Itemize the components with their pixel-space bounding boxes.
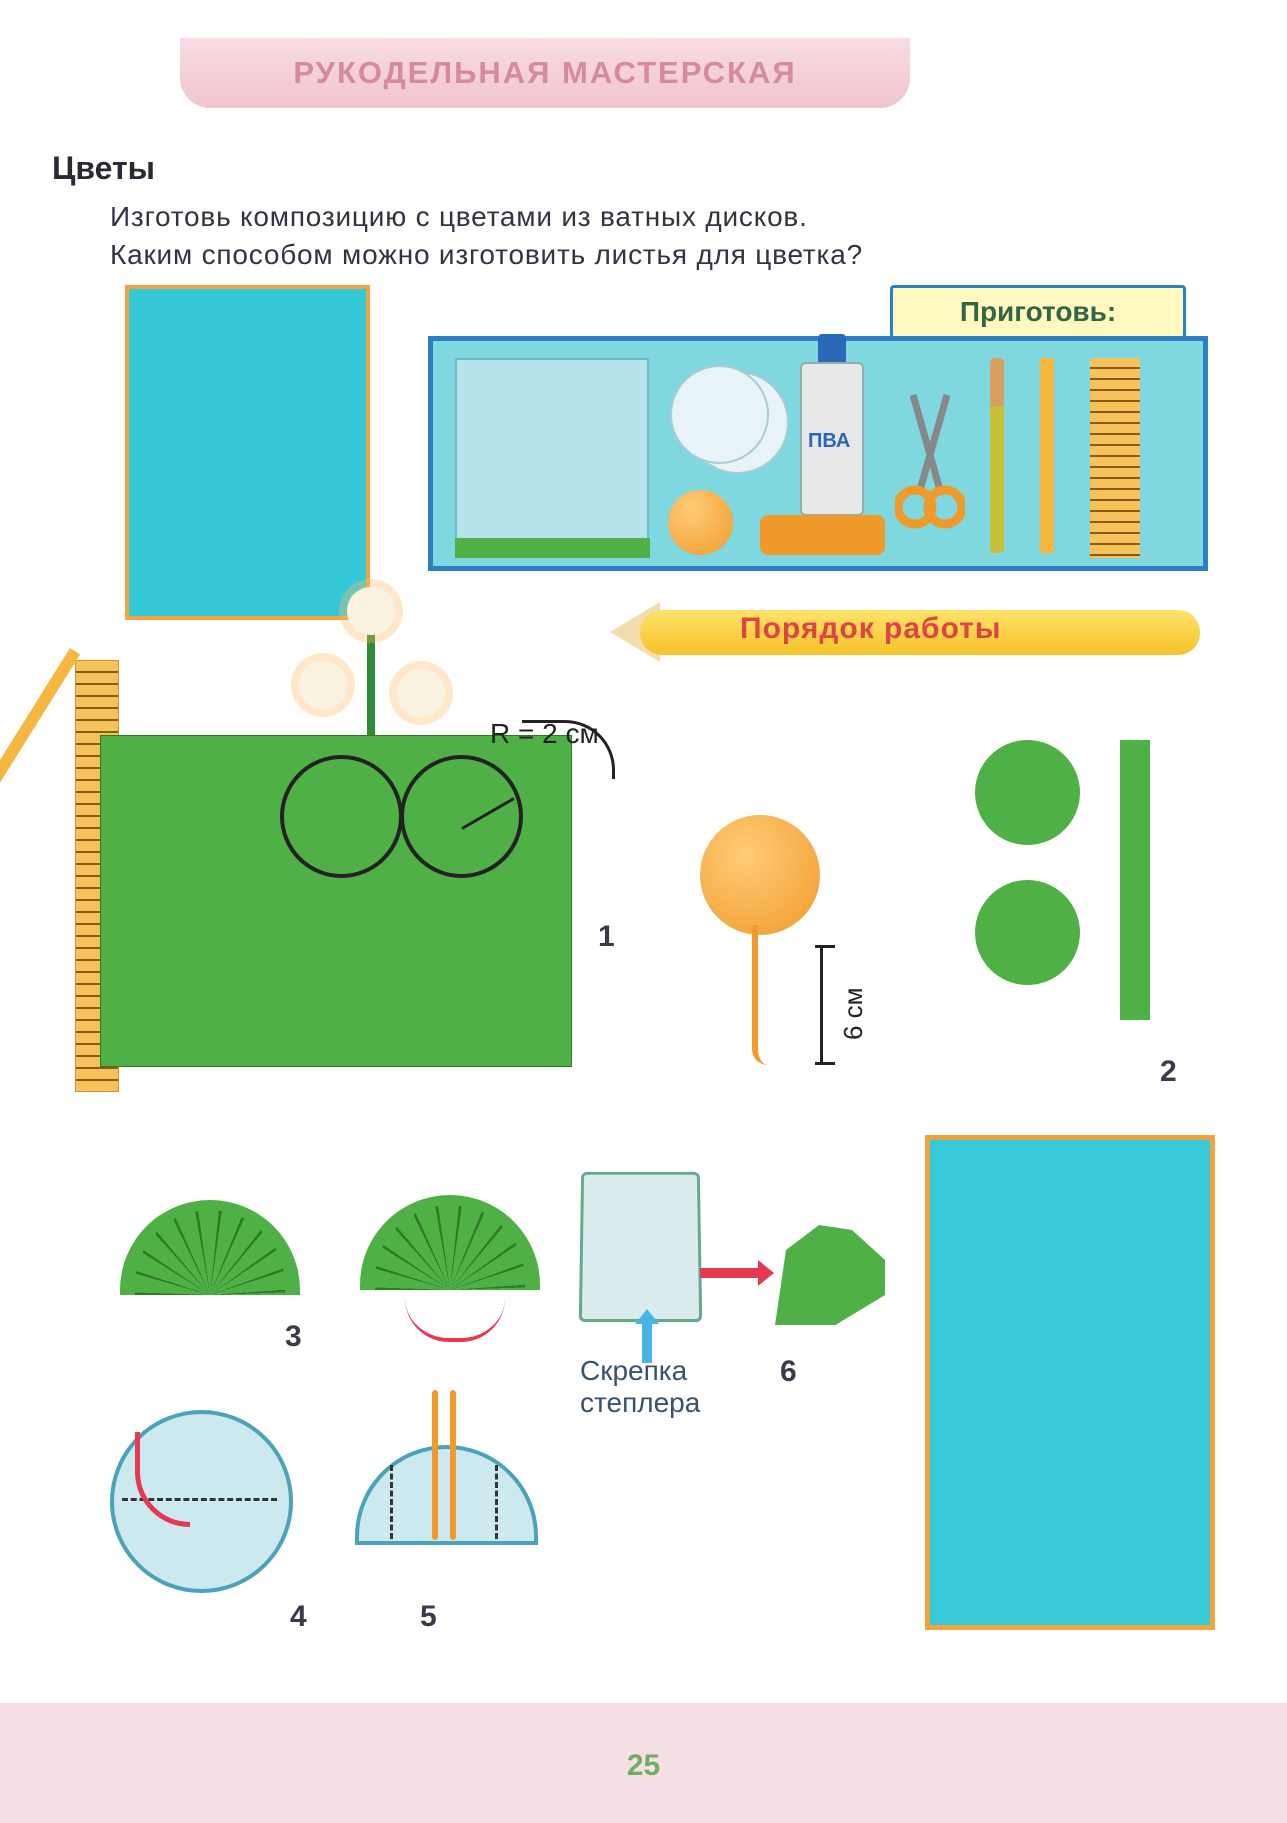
material-green-paper — [455, 538, 650, 558]
disc-inner-fold-left — [390, 1465, 393, 1539]
arrow-right-icon — [700, 1268, 760, 1278]
green-stem-strip — [1120, 740, 1150, 1020]
radius-label: R = 2 см — [490, 718, 599, 750]
thread-in-disc — [432, 1390, 456, 1540]
material-ruler — [1090, 358, 1140, 558]
fan-fold-lines — [375, 1205, 525, 1290]
stapled-disc-assembly — [579, 1172, 702, 1322]
stapler-caption-line-2: степлера — [580, 1387, 700, 1418]
step-number-4: 4 — [290, 1600, 307, 1634]
intro-text: Изготовь композицию с цветами из ватных … — [110, 198, 863, 274]
material-cotton-pads — [670, 365, 769, 464]
flower-bud — [347, 587, 395, 635]
work-order-label: Порядок работы — [740, 612, 1001, 646]
step-number-2: 2 — [1160, 1055, 1177, 1089]
scissors-icon — [895, 385, 965, 535]
yarn-thread — [752, 925, 768, 1065]
cut-leaf-circle-2 — [975, 880, 1080, 985]
step-number-5: 5 — [420, 1600, 437, 1634]
section-header: РУКОДЕЛЬНАЯ МАСТЕРСКАЯ — [180, 38, 910, 108]
page: РУКОДЕЛЬНАЯ МАСТЕРСКАЯ Цветы Изготовь ко… — [0, 0, 1287, 1823]
folded-fan-leaf-flat — [120, 1200, 300, 1295]
yarn-ball — [700, 815, 820, 935]
drawn-circle-2 — [400, 755, 523, 878]
intro-line-2: Каким способом можно изготовить листья д… — [110, 239, 863, 270]
step-number-6: 6 — [780, 1355, 797, 1389]
drawing-pencil — [0, 648, 80, 815]
fold-arrow-icon — [405, 1298, 505, 1342]
material-brush — [990, 358, 1004, 553]
material-scissors — [895, 385, 965, 535]
intro-line-1: Изготовь композицию с цветами из ватных … — [110, 201, 808, 232]
folded-fan-leaf-folding — [360, 1195, 540, 1290]
dimension-label-6cm: 6 см — [838, 987, 869, 1040]
material-yarn-ball — [668, 490, 733, 555]
flower-bud — [299, 661, 347, 709]
step-number-3: 3 — [285, 1320, 302, 1354]
prepare-heading: Приготовь: — [890, 285, 1186, 339]
lesson-title: Цветы — [52, 150, 155, 187]
disc-inner-fold-right — [495, 1465, 498, 1539]
fan-fold-lines — [135, 1210, 285, 1295]
finished-example-top — [125, 285, 370, 620]
cut-leaf-circle-1 — [975, 740, 1080, 845]
material-blue-paper — [455, 358, 649, 557]
drawn-circle-1 — [280, 755, 403, 878]
glue-label: ПВА — [808, 430, 850, 453]
stapler-caption: Скрепка степлера — [580, 1355, 700, 1419]
material-stapler — [760, 515, 885, 555]
stapler-caption-line-1: Скрепка — [580, 1355, 687, 1386]
page-number: 25 — [0, 1749, 1287, 1783]
step-number-1: 1 — [598, 920, 615, 954]
material-pencil — [1040, 358, 1054, 553]
finished-example-bottom — [925, 1135, 1215, 1630]
assembled-leaf-fan — [775, 1225, 885, 1325]
flower-bud — [397, 669, 445, 717]
